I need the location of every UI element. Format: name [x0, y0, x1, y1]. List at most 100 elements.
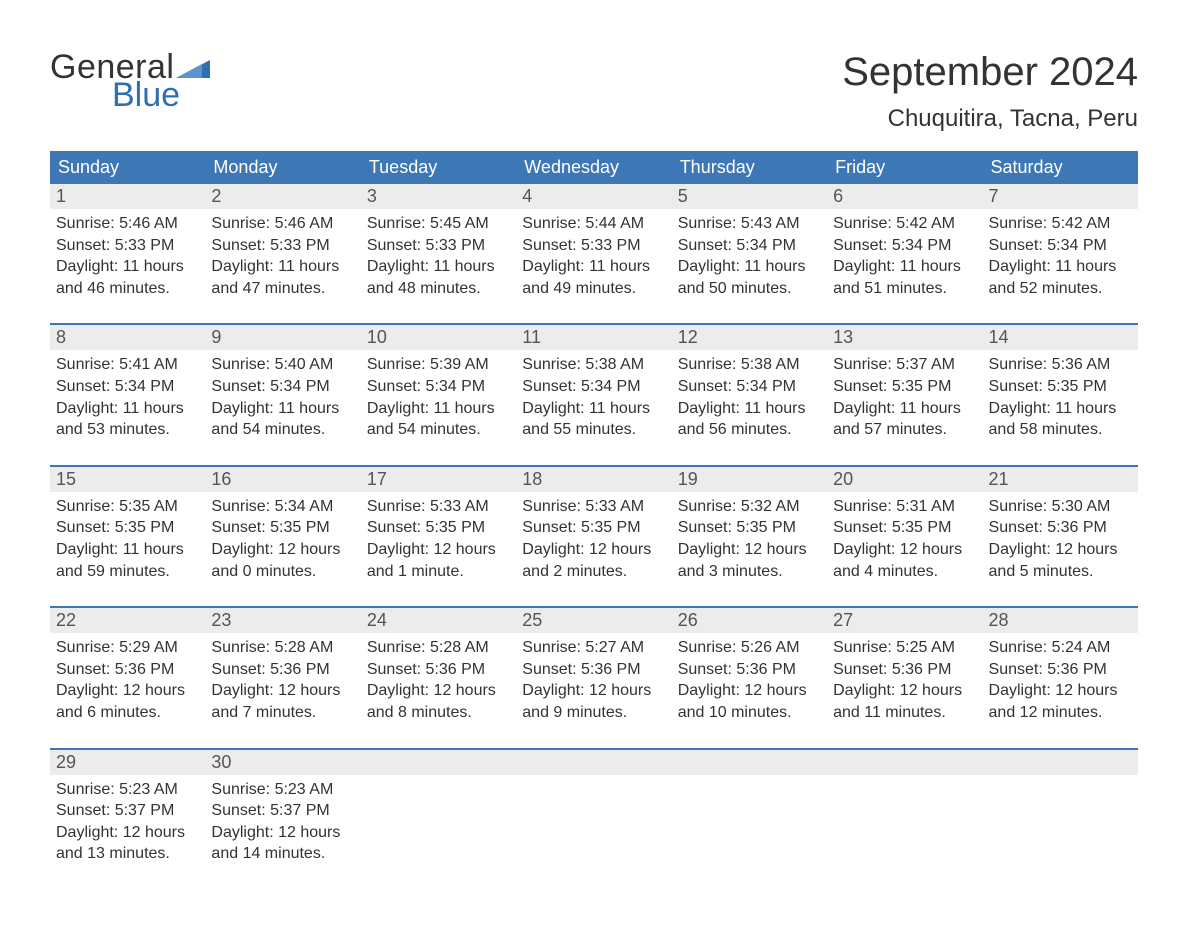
day-number: 5: [672, 184, 827, 209]
day-number: 20: [827, 467, 982, 492]
sunset-label: Sunset: 5:36 PM: [56, 659, 199, 681]
daylight-line-2: and 2 minutes.: [522, 561, 665, 583]
daylight-line-1: Daylight: 12 hours: [833, 680, 976, 702]
daylight-line-2: and 11 minutes.: [833, 702, 976, 724]
daylight-line-1: Daylight: 12 hours: [678, 680, 821, 702]
day-cell: Sunrise: 5:33 AMSunset: 5:35 PMDaylight:…: [516, 492, 671, 582]
day-number: [983, 750, 1138, 775]
dow-wednesday: Wednesday: [516, 151, 671, 184]
day-number: 6: [827, 184, 982, 209]
sunset-label: Sunset: 5:35 PM: [211, 517, 354, 539]
sunrise-label: Sunrise: 5:29 AM: [56, 637, 199, 659]
daylight-line-2: and 8 minutes.: [367, 702, 510, 724]
month-title: September 2024: [842, 50, 1138, 95]
day-cell: [516, 775, 671, 865]
daylight-line-1: Daylight: 11 hours: [211, 398, 354, 420]
day-number: 19: [672, 467, 827, 492]
sunrise-label: Sunrise: 5:42 AM: [833, 213, 976, 235]
daylight-line-1: Daylight: 12 hours: [56, 680, 199, 702]
daylight-line-1: Daylight: 11 hours: [367, 398, 510, 420]
day-body-row: Sunrise: 5:41 AMSunset: 5:34 PMDaylight:…: [50, 350, 1138, 440]
sunrise-label: Sunrise: 5:42 AM: [989, 213, 1132, 235]
day-cell: Sunrise: 5:40 AMSunset: 5:34 PMDaylight:…: [205, 350, 360, 440]
sunset-label: Sunset: 5:36 PM: [678, 659, 821, 681]
sunrise-label: Sunrise: 5:23 AM: [211, 779, 354, 801]
daylight-line-2: and 53 minutes.: [56, 419, 199, 441]
sunrise-label: Sunrise: 5:44 AM: [522, 213, 665, 235]
day-cell: Sunrise: 5:24 AMSunset: 5:36 PMDaylight:…: [983, 633, 1138, 723]
daylight-line-1: Daylight: 12 hours: [211, 822, 354, 844]
daylight-line-1: Daylight: 11 hours: [833, 398, 976, 420]
daylight-line-2: and 4 minutes.: [833, 561, 976, 583]
day-number: 2: [205, 184, 360, 209]
calendar-page: General Blue September 2024 Chuquitira, …: [0, 0, 1188, 929]
sunset-label: Sunset: 5:34 PM: [522, 376, 665, 398]
day-number: 9: [205, 325, 360, 350]
sunrise-label: Sunrise: 5:35 AM: [56, 496, 199, 518]
daylight-line-1: Daylight: 12 hours: [367, 680, 510, 702]
sunset-label: Sunset: 5:36 PM: [833, 659, 976, 681]
sunset-label: Sunset: 5:35 PM: [678, 517, 821, 539]
dow-sunday: Sunday: [50, 151, 205, 184]
day-number: [827, 750, 982, 775]
daylight-line-1: Daylight: 11 hours: [56, 256, 199, 278]
day-cell: Sunrise: 5:42 AMSunset: 5:34 PMDaylight:…: [827, 209, 982, 299]
day-cell: Sunrise: 5:38 AMSunset: 5:34 PMDaylight:…: [672, 350, 827, 440]
header: General Blue September 2024 Chuquitira, …: [50, 50, 1138, 133]
day-cell: [361, 775, 516, 865]
day-cell: Sunrise: 5:27 AMSunset: 5:36 PMDaylight:…: [516, 633, 671, 723]
sunset-label: Sunset: 5:34 PM: [211, 376, 354, 398]
daylight-line-2: and 9 minutes.: [522, 702, 665, 724]
day-number: 13: [827, 325, 982, 350]
day-number: 27: [827, 608, 982, 633]
day-number: 21: [983, 467, 1138, 492]
brand-logo: General Blue: [50, 50, 210, 112]
day-number: 26: [672, 608, 827, 633]
day-cell: [983, 775, 1138, 865]
daylight-line-1: Daylight: 12 hours: [367, 539, 510, 561]
day-number: 1: [50, 184, 205, 209]
day-cell: Sunrise: 5:28 AMSunset: 5:36 PMDaylight:…: [361, 633, 516, 723]
daylight-line-2: and 57 minutes.: [833, 419, 976, 441]
day-cell: Sunrise: 5:39 AMSunset: 5:34 PMDaylight:…: [361, 350, 516, 440]
daylight-line-2: and 56 minutes.: [678, 419, 821, 441]
day-number: 22: [50, 608, 205, 633]
daylight-line-1: Daylight: 11 hours: [367, 256, 510, 278]
sunrise-label: Sunrise: 5:37 AM: [833, 354, 976, 376]
location-label: Chuquitira, Tacna, Peru: [842, 105, 1138, 133]
day-number: 29: [50, 750, 205, 775]
day-cell: Sunrise: 5:34 AMSunset: 5:35 PMDaylight:…: [205, 492, 360, 582]
sunset-label: Sunset: 5:35 PM: [833, 376, 976, 398]
daylight-line-1: Daylight: 11 hours: [522, 398, 665, 420]
dow-friday: Friday: [827, 151, 982, 184]
sunrise-label: Sunrise: 5:24 AM: [989, 637, 1132, 659]
day-cell: Sunrise: 5:32 AMSunset: 5:35 PMDaylight:…: [672, 492, 827, 582]
daylight-line-1: Daylight: 11 hours: [678, 256, 821, 278]
day-cell: Sunrise: 5:42 AMSunset: 5:34 PMDaylight:…: [983, 209, 1138, 299]
day-number-row: 15161718192021: [50, 467, 1138, 492]
day-number: 12: [672, 325, 827, 350]
day-cell: [672, 775, 827, 865]
day-of-week-header: Sunday Monday Tuesday Wednesday Thursday…: [50, 151, 1138, 184]
sunrise-label: Sunrise: 5:33 AM: [522, 496, 665, 518]
day-number: 14: [983, 325, 1138, 350]
day-number: 3: [361, 184, 516, 209]
daylight-line-2: and 5 minutes.: [989, 561, 1132, 583]
day-cell: Sunrise: 5:25 AMSunset: 5:36 PMDaylight:…: [827, 633, 982, 723]
sunset-label: Sunset: 5:34 PM: [833, 235, 976, 257]
daylight-line-2: and 13 minutes.: [56, 843, 199, 865]
sunrise-label: Sunrise: 5:36 AM: [989, 354, 1132, 376]
daylight-line-1: Daylight: 11 hours: [522, 256, 665, 278]
day-cell: Sunrise: 5:46 AMSunset: 5:33 PMDaylight:…: [205, 209, 360, 299]
daylight-line-1: Daylight: 11 hours: [211, 256, 354, 278]
day-cell: Sunrise: 5:38 AMSunset: 5:34 PMDaylight:…: [516, 350, 671, 440]
brand-flag-icon: [176, 60, 210, 78]
daylight-line-1: Daylight: 12 hours: [211, 680, 354, 702]
sunset-label: Sunset: 5:36 PM: [989, 517, 1132, 539]
sunset-label: Sunset: 5:35 PM: [56, 517, 199, 539]
day-number: 8: [50, 325, 205, 350]
brand-word-2: Blue: [112, 78, 210, 112]
daylight-line-1: Daylight: 12 hours: [522, 539, 665, 561]
day-number: 10: [361, 325, 516, 350]
sunrise-label: Sunrise: 5:28 AM: [367, 637, 510, 659]
